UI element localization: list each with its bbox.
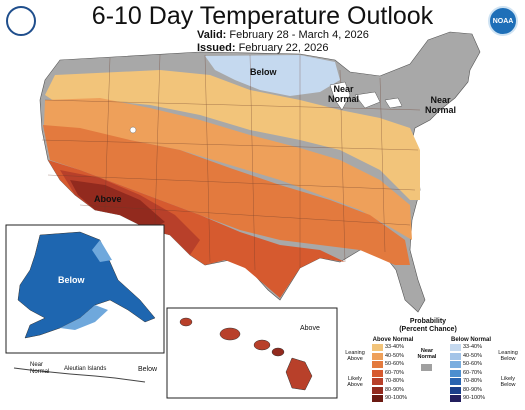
legend-above-bin-label: 90-100% xyxy=(385,395,408,401)
legend-below-bin-label: 60-70% xyxy=(463,369,482,376)
legend-below-bin-label: 80-90% xyxy=(463,386,482,393)
legend-above-bin-swatch xyxy=(372,395,383,402)
legend-below-bin-swatch xyxy=(450,361,461,368)
legend-likely-above: Likely Above xyxy=(347,376,363,388)
legend-above-bin-label: 50-60% xyxy=(385,361,404,367)
hawaii-inset-frame xyxy=(166,307,338,399)
legend-near-normal: Near Normal xyxy=(417,348,437,360)
legend-below-bin-swatch xyxy=(450,395,461,402)
legend-below-bin-swatch xyxy=(450,369,461,377)
legend-leaning-below: Leaning Below xyxy=(498,350,518,362)
label-alaska-below: Below xyxy=(58,275,85,285)
above-40-50-region xyxy=(44,98,412,240)
issued-line: Issued: February 22, 2026 xyxy=(197,42,328,54)
label-aleutian-below: Below xyxy=(138,366,158,373)
legend-above-bin-label: 70-80% xyxy=(385,378,404,384)
legend-above-bin-label: 60-70% xyxy=(385,369,404,376)
page-title: 6-10 Day Temperature Outlook xyxy=(91,2,434,30)
valid-value: February 28 - March 4, 2026 xyxy=(229,29,369,41)
legend-above-bin-swatch xyxy=(372,361,383,368)
aleutian-chain xyxy=(13,367,146,383)
legend-below-bin-swatch xyxy=(450,344,461,351)
legend-title: Probability xyxy=(409,318,447,325)
legend-below-bin-label: 33-40% xyxy=(463,344,482,350)
legend-below-bin-swatch xyxy=(450,386,461,394)
label-hawaii-above: Above xyxy=(300,325,320,332)
label-near-normal-midwest: Near Normal xyxy=(328,84,360,104)
legend-above-bin-label: 40-50% xyxy=(385,352,404,359)
legend-leaning-above: Leaning Above xyxy=(345,350,365,362)
label-alaska-near-normal: Near Normal xyxy=(30,362,50,375)
alaska-light-region xyxy=(60,240,112,330)
above-80-90-region xyxy=(70,180,165,230)
legend-below-bin-swatch xyxy=(450,378,461,385)
legend-above-bin-swatch xyxy=(372,344,383,351)
label-below-north: Below xyxy=(250,67,277,77)
below-region-north xyxy=(205,55,340,96)
issued-label: Issued: xyxy=(197,42,236,54)
legend-above-bin-swatch xyxy=(372,378,383,385)
noaa-logo-icon: NOAA xyxy=(488,6,518,36)
salt-lake xyxy=(129,126,137,134)
valid-line: Valid: February 28 - March 4, 2026 xyxy=(197,29,369,41)
legend-below-bin-label: 70-80% xyxy=(463,378,482,384)
label-near-normal-northeast: Near Normal xyxy=(425,95,457,115)
issued-value: February 22, 2026 xyxy=(238,42,329,54)
legend-below-bin-swatch xyxy=(450,352,461,360)
great-lakes xyxy=(329,81,403,111)
legend-above-header: Above Normal xyxy=(372,337,414,343)
legend-above-bin-label: 33-40% xyxy=(385,344,404,350)
valid-label: Valid: xyxy=(197,29,227,41)
above-50-60-region xyxy=(43,125,410,265)
hawaii-islands xyxy=(179,317,313,391)
legend-above-bin-label: 80-90% xyxy=(385,386,404,393)
legend-below-bin-label: 50-60% xyxy=(463,361,482,367)
legend-near-swatch xyxy=(421,364,432,371)
legend-subtitle: (Percent Chance) xyxy=(399,326,457,333)
legend-above-bin-swatch xyxy=(372,386,383,394)
legend-above-bin-swatch xyxy=(372,369,383,377)
legend-below-bin-label: 90-100% xyxy=(463,395,486,401)
label-above-southwest: Above xyxy=(94,194,122,204)
label-aleutian: Aleutian Islands xyxy=(64,366,107,372)
legend-below-bin-label: 40-50% xyxy=(463,352,482,359)
legend-above-bin-swatch xyxy=(372,352,383,360)
legend-below-header: Below Normal xyxy=(450,337,491,343)
usda-seal-icon xyxy=(6,6,36,36)
noaa-logo-text: NOAA xyxy=(492,17,514,25)
legend-likely-below: Likely Below xyxy=(500,376,516,388)
